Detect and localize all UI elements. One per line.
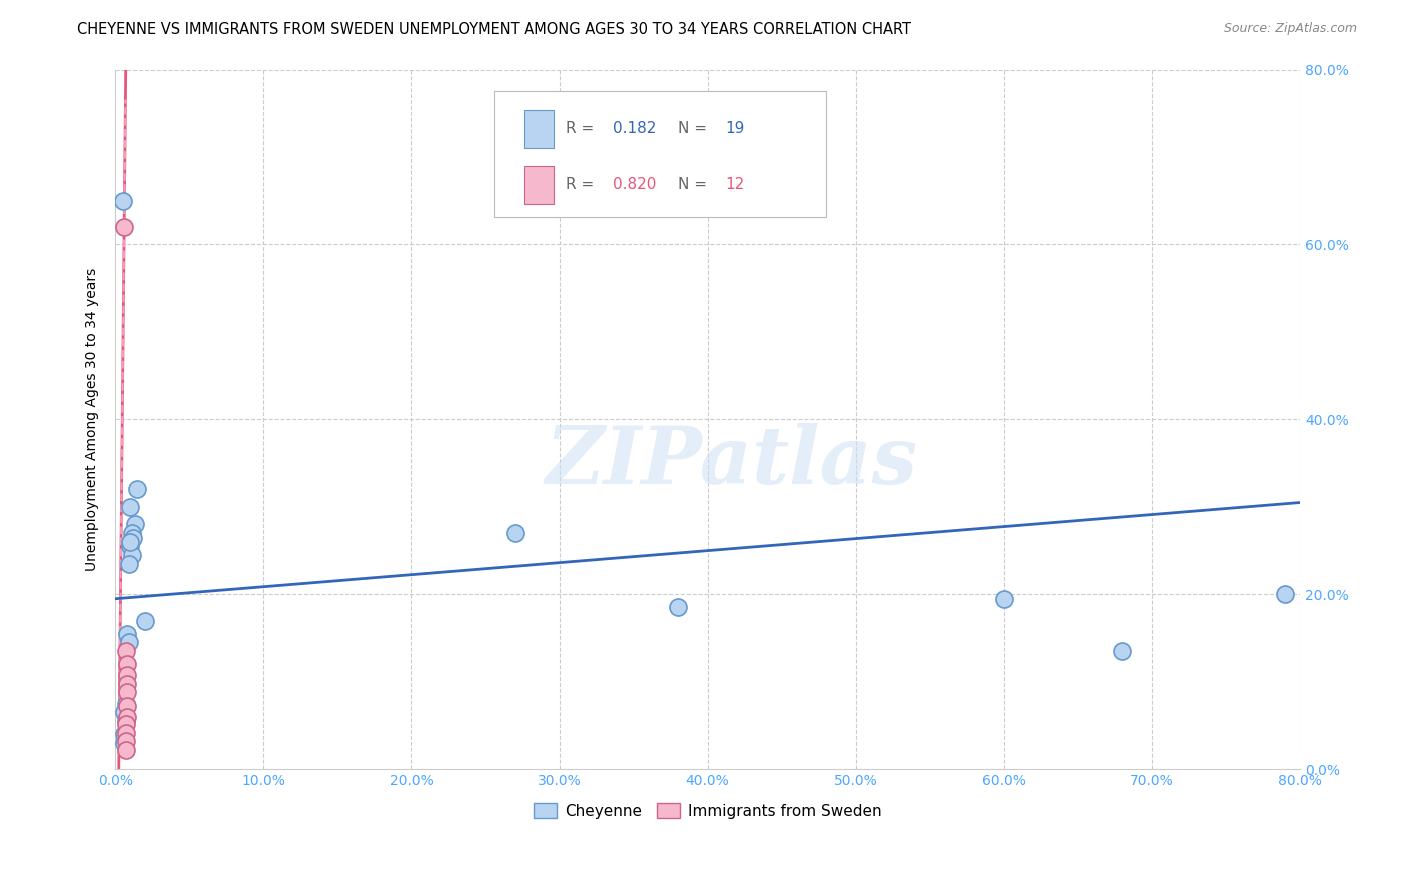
- Point: [114, 716, 136, 731]
- Text: ZIPatlas: ZIPatlas: [546, 423, 918, 500]
- Text: 12: 12: [725, 178, 745, 193]
- Point: [115, 685, 138, 699]
- Point: [666, 600, 689, 615]
- Point: [134, 614, 156, 628]
- Text: 19: 19: [725, 121, 745, 136]
- Point: [120, 539, 142, 553]
- Point: [115, 676, 138, 690]
- Text: R =: R =: [565, 121, 599, 136]
- Point: [117, 635, 139, 649]
- Point: [1111, 644, 1133, 658]
- Point: [112, 727, 135, 741]
- Point: [117, 557, 139, 571]
- Point: [114, 714, 136, 729]
- Text: CHEYENNE VS IMMIGRANTS FROM SWEDEN UNEMPLOYMENT AMONG AGES 30 TO 34 YEARS CORREL: CHEYENNE VS IMMIGRANTS FROM SWEDEN UNEMP…: [77, 22, 911, 37]
- Point: [115, 657, 138, 672]
- Point: [127, 483, 149, 497]
- Point: [112, 736, 135, 750]
- Point: [114, 743, 136, 757]
- Point: [115, 699, 138, 714]
- Point: [114, 725, 136, 739]
- FancyBboxPatch shape: [524, 166, 554, 204]
- Point: [112, 706, 135, 720]
- Point: [120, 500, 142, 514]
- Point: [114, 697, 136, 711]
- Text: R =: R =: [565, 178, 599, 193]
- Text: 0.182: 0.182: [613, 121, 657, 136]
- FancyBboxPatch shape: [495, 91, 827, 217]
- Point: [124, 517, 146, 532]
- FancyBboxPatch shape: [524, 110, 554, 148]
- Text: Source: ZipAtlas.com: Source: ZipAtlas.com: [1223, 22, 1357, 36]
- Point: [121, 526, 143, 541]
- Text: N =: N =: [678, 178, 711, 193]
- Y-axis label: Unemployment Among Ages 30 to 34 years: Unemployment Among Ages 30 to 34 years: [86, 268, 100, 571]
- Point: [503, 526, 526, 541]
- Point: [114, 734, 136, 748]
- Point: [120, 534, 142, 549]
- Point: [1274, 587, 1296, 601]
- Point: [111, 194, 134, 208]
- Point: [114, 644, 136, 658]
- Text: N =: N =: [678, 121, 711, 136]
- Text: 0.820: 0.820: [613, 178, 657, 193]
- Point: [122, 531, 145, 545]
- Point: [115, 668, 138, 682]
- Point: [121, 548, 143, 562]
- Legend: Cheyenne, Immigrants from Sweden: Cheyenne, Immigrants from Sweden: [529, 797, 887, 824]
- Point: [115, 710, 138, 724]
- Point: [993, 591, 1015, 606]
- Point: [112, 219, 135, 234]
- Point: [115, 626, 138, 640]
